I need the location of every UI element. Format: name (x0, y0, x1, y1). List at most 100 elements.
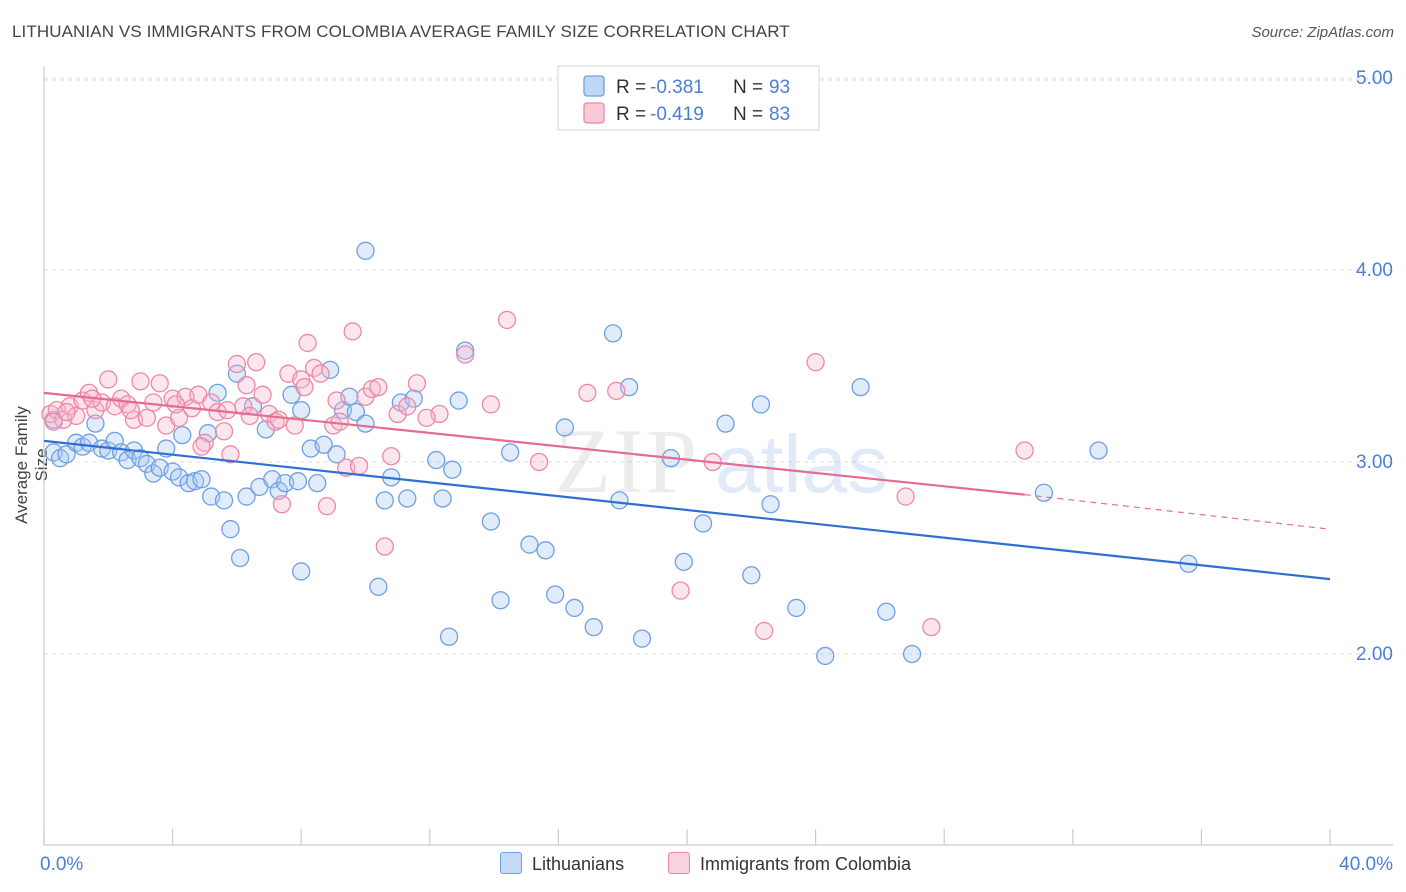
y-tick-label-3: 5.00 (1356, 68, 1393, 89)
lithuanian-point-41 (292, 562, 311, 581)
colombia-point-58 (456, 345, 475, 364)
legend-r-value-0: -0.381 (650, 77, 704, 98)
lithuanian-point-69 (555, 418, 574, 437)
lithuanian-point-91 (356, 414, 375, 433)
colombia-label: Immigrants from Colombia (700, 854, 912, 874)
lithuanians-label: Lithuanians (532, 854, 625, 874)
colombia-point-55 (398, 397, 417, 416)
colombia-point-80 (295, 377, 314, 397)
lithuanian-point-67 (536, 541, 555, 560)
lithuanian-point-28 (214, 491, 234, 510)
colombia-point-78 (237, 376, 256, 395)
colombia-point-27 (214, 422, 234, 441)
lithuanian-point-21 (173, 425, 192, 445)
lithuanian-point-71 (584, 617, 603, 637)
colombia-point-4 (67, 406, 86, 426)
lithuanian-point-24 (192, 470, 211, 489)
legend-swatch-0 (583, 75, 605, 97)
colombia-point-74 (121, 401, 140, 420)
source-label: Source: ZipAtlas.com (1251, 24, 1394, 41)
lithuanian-point-46 (327, 445, 346, 464)
tick-labels: 2.00 3.00 4.00 5.00 0.0% 40.0% (40, 68, 1393, 875)
lithuanian-point-89 (1089, 441, 1108, 460)
data-points (41, 241, 1198, 666)
lithuanian-point-23 (185, 472, 205, 491)
lithuanian-point-61 (449, 391, 468, 410)
colombia-swatch (668, 852, 690, 874)
colombia-point-63 (607, 381, 626, 401)
colombia-point-15 (137, 408, 157, 427)
lithuanians-swatch (500, 852, 522, 874)
colombia-point-68 (896, 487, 915, 506)
y-tick-label-0: 2.00 (1356, 644, 1393, 665)
lithuanian-point-81 (751, 395, 771, 414)
legend-n-value-0: 93 (769, 77, 790, 98)
lithuanian-point-43 (308, 473, 327, 493)
colombia-point-62 (578, 383, 597, 403)
legend-swatch-1 (583, 102, 605, 124)
trend-lines (43, 391, 1331, 581)
colombia-trend-extension (1024, 494, 1331, 530)
lithuanian-point-75 (632, 629, 652, 648)
lithuanian-point-68 (546, 585, 565, 604)
colombia-point-53 (382, 447, 401, 466)
colombia-point-60 (497, 310, 517, 330)
colombia-point-76 (192, 437, 211, 456)
colombia-point-52 (375, 537, 394, 556)
colombia-point-66 (755, 621, 774, 641)
lithuanian-point-77 (674, 552, 693, 571)
colombia-point-42 (311, 364, 330, 383)
lithuanian-point-29 (221, 520, 240, 539)
colombia-point-9 (99, 370, 118, 389)
lithuanian-point-57 (427, 450, 446, 470)
lithuanian-trend-line (43, 439, 1331, 581)
lithuanian-point-64 (491, 591, 510, 610)
lithuanian-point-35 (256, 420, 275, 439)
colombia-point-17 (150, 374, 169, 393)
legend-box: R = -0.381 N = 93 R = -0.419 N = 83 (557, 65, 820, 131)
colombia-point-71 (44, 412, 63, 431)
colombia-trend-line (43, 391, 1025, 496)
colombia-point-16 (144, 393, 163, 412)
lithuanian-point-7 (86, 414, 105, 433)
colombia-point-43 (317, 497, 337, 516)
colombia-point-36 (272, 495, 292, 514)
lithuanian-point-45 (320, 360, 340, 379)
lithuanian-point-86 (877, 602, 896, 621)
colombia-point-59 (481, 395, 501, 414)
colombia-point-47 (343, 322, 362, 341)
lithuanian-point-32 (237, 487, 256, 506)
lithuanian-point-55 (398, 489, 417, 508)
lithuanian-point-63 (481, 512, 501, 531)
lithuanian-point-40 (288, 472, 308, 491)
lithuanian-point-72 (603, 324, 623, 343)
lithuanian-point-73 (610, 491, 629, 510)
colombia-point-72 (57, 402, 76, 422)
colombia-point-77 (218, 401, 237, 420)
lithuanian-point-88 (1034, 483, 1054, 502)
colombia-point-38 (285, 416, 304, 435)
lithuanian-point-44 (314, 435, 333, 454)
bottom-legend-item-colombia: Immigrants from Colombia (668, 852, 911, 875)
colombia-point-82 (417, 408, 436, 427)
colombia-point-29 (227, 354, 247, 374)
legend-r-value-1: -0.419 (650, 104, 704, 125)
colombia-point-32 (247, 353, 266, 372)
legend-r-label-0: R = (616, 77, 646, 98)
lithuanian-point-52 (375, 491, 394, 510)
lithuanian-point-78 (693, 514, 713, 533)
lithuanian-point-83 (787, 598, 806, 618)
lithuanian-point-31 (230, 548, 250, 568)
axes (43, 66, 1393, 846)
colombia-point-45 (330, 412, 349, 431)
lithuanian-point-84 (816, 646, 835, 666)
colombia-point-79 (269, 410, 288, 429)
colombia-point-28 (221, 445, 240, 464)
chart-title: LITHUANIAN VS IMMIGRANTS FROM COLOMBIA A… (12, 22, 790, 41)
colombia-point-40 (298, 333, 317, 353)
legend-n-label-0: N = (733, 77, 763, 98)
bottom-legend-item-lithuanians: Lithuanians (500, 852, 624, 875)
colombia-point-70 (1015, 441, 1034, 460)
colombia-point-69 (922, 617, 941, 637)
